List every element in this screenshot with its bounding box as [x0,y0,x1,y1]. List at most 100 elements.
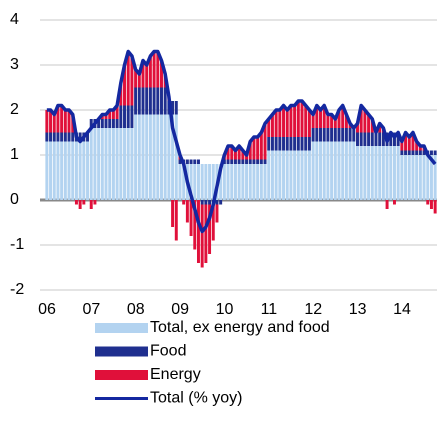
bar [115,128,119,200]
bar [193,200,197,250]
bar [326,128,330,142]
x-tick-label: 06 [38,301,56,318]
bar [304,150,308,200]
bar [263,123,267,160]
bar [160,114,163,200]
bar [204,164,208,200]
bar [219,164,223,200]
bar [259,132,263,160]
bar [196,159,200,164]
bar [337,141,341,200]
bar [422,150,426,155]
bar [411,155,415,200]
bar [130,128,134,200]
bar [300,101,304,137]
bar [422,155,426,200]
bar [429,155,433,200]
bar [82,141,86,200]
bar [263,164,267,200]
bar [378,132,382,146]
bar [119,83,123,106]
bar [45,141,49,200]
bar [60,105,64,133]
bar [359,105,363,133]
bar [52,141,56,200]
bar [278,150,282,200]
bar [311,114,315,128]
bar [182,200,186,205]
bar [74,141,78,200]
bar [282,150,286,200]
x-tick-label: 12 [304,301,322,318]
bar [392,146,396,200]
bar [245,155,249,160]
bar [108,119,112,128]
bar [67,132,71,142]
bar [78,132,82,142]
bar [237,146,241,160]
bar [93,200,97,205]
bar [307,137,311,151]
bar [296,150,300,200]
bar [267,137,271,151]
bar [344,141,348,200]
bar [400,141,404,151]
bar [429,150,433,155]
bar [367,114,371,133]
bar [245,164,249,200]
bar [282,137,286,151]
bar [148,56,152,88]
bar [319,141,322,200]
bar [60,132,64,142]
x-tick-label: 08 [127,301,145,318]
bar [189,164,193,200]
bar [367,132,371,146]
bar [248,164,252,200]
bar [89,200,93,209]
bar [274,110,278,137]
bar [63,110,67,133]
bar [333,119,337,128]
bar [293,105,297,137]
bar [359,132,363,146]
bar [52,132,56,142]
bar [134,87,138,115]
bar [78,200,82,209]
bar [237,164,241,200]
bar [222,164,226,200]
bar [348,128,352,142]
bar [171,200,175,227]
bar [145,87,149,115]
bar [363,132,367,146]
bar [89,128,93,200]
legend-label: Energy [150,366,201,383]
bar [134,114,138,200]
bar [104,119,108,128]
bar [152,87,156,115]
bar [304,137,308,151]
bar [337,128,341,142]
bar [285,137,289,151]
bar [93,128,97,200]
bar [52,114,56,133]
bar [433,150,437,155]
bar [330,141,334,200]
bar [130,105,134,128]
bar [259,159,263,164]
bar [193,164,197,200]
bar [104,128,108,200]
bar [400,150,404,155]
bar [433,155,437,200]
bar [392,200,396,205]
bar [226,164,230,200]
bar [56,141,60,200]
bar [392,132,396,146]
bar [248,141,252,160]
bar [418,155,422,200]
bar [396,132,400,146]
bar [119,105,123,128]
bar [370,132,374,146]
legend-swatch [95,346,148,357]
bar [300,150,304,200]
legend-swatch [95,370,148,380]
